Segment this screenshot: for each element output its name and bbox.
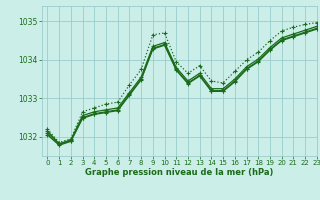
X-axis label: Graphe pression niveau de la mer (hPa): Graphe pression niveau de la mer (hPa) <box>85 168 273 177</box>
